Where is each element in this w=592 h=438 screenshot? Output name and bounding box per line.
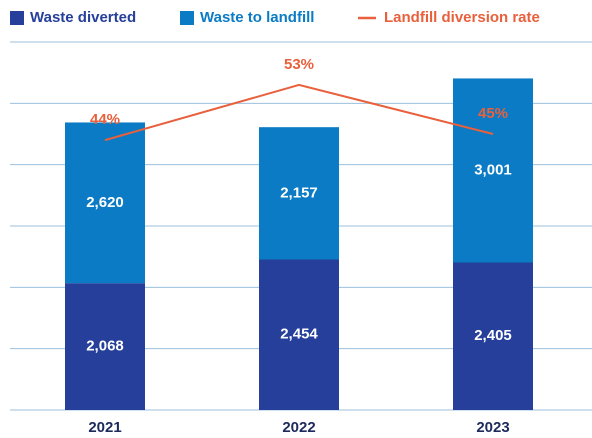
legend-swatch bbox=[10, 11, 24, 25]
x-tick-label: 2022 bbox=[282, 419, 315, 436]
bar-segment bbox=[65, 283, 145, 410]
bar-segment bbox=[453, 78, 533, 263]
rate-label: 45% bbox=[478, 105, 508, 122]
rate-label: 53% bbox=[284, 56, 314, 73]
bar-segment bbox=[259, 127, 339, 260]
bar-value-label: 3,001 bbox=[474, 161, 512, 178]
legend-label: Landfill diversion rate bbox=[384, 9, 540, 26]
bar-segment bbox=[453, 262, 533, 410]
bar-value-label: 2,620 bbox=[86, 194, 124, 211]
x-tick-label: 2021 bbox=[88, 419, 121, 436]
bar-segment bbox=[259, 259, 339, 410]
rate-line bbox=[104, 83, 494, 142]
rate-label: 44% bbox=[90, 111, 120, 128]
bar-value-label: 2,405 bbox=[474, 327, 512, 344]
legend-label: Waste diverted bbox=[30, 9, 136, 26]
legend-swatch bbox=[180, 11, 194, 25]
bar-value-label: 2,157 bbox=[280, 184, 318, 201]
bar-value-label: 2,454 bbox=[280, 326, 318, 343]
bar-value-label: 2,068 bbox=[86, 338, 124, 355]
legend-label: Waste to landfill bbox=[200, 9, 314, 26]
x-tick-label: 2023 bbox=[476, 419, 509, 436]
bar-segment bbox=[65, 122, 145, 284]
